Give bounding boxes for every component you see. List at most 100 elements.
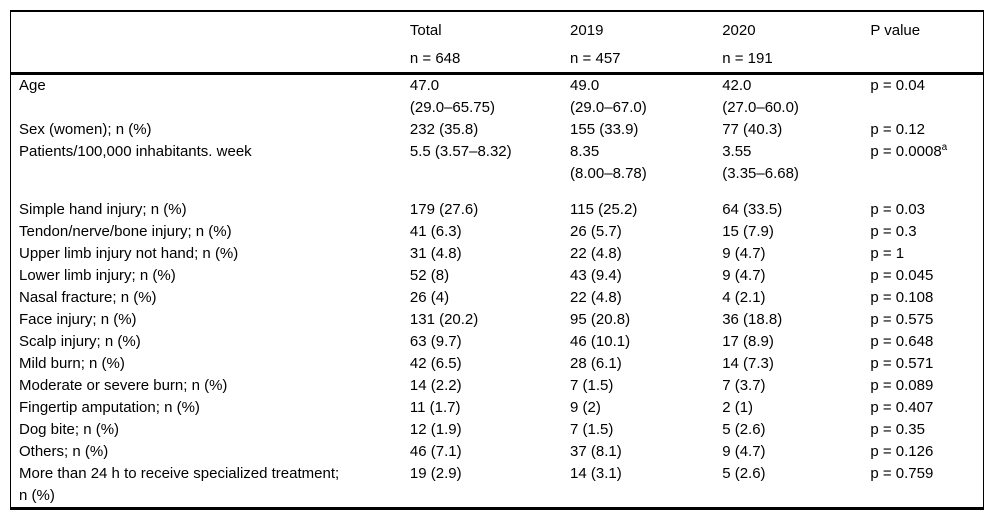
column-subheader-2019: n = 457 bbox=[570, 50, 621, 67]
cell-2019: 115 (25.2) bbox=[570, 201, 638, 218]
footnote-marker: a bbox=[941, 142, 948, 153]
table-row: Nasal fracture; n (%) 26 (4) 22 (4.8) 4 (2.… bbox=[11, 287, 984, 309]
total-cell: 63 (9.7) bbox=[409, 333, 462, 350]
p-value-cell: p = 0.648 bbox=[870, 333, 934, 350]
row-label: Lower limb injury; n (%) bbox=[19, 267, 176, 284]
total-cell: 19 (2.9) bbox=[409, 465, 462, 482]
cell-2020: 5 (2.6) bbox=[722, 465, 766, 482]
table-row: Others; n (%) 46 (7.1) 37 (8.1) 9 (4.7) p = … bbox=[11, 441, 984, 463]
cell-2019: 7 (1.5) bbox=[570, 421, 614, 438]
column-title-2020: 2020 bbox=[722, 22, 756, 39]
p-value-cell: p = 0.045 bbox=[870, 267, 934, 284]
column-title-2019: 2019 bbox=[570, 22, 604, 39]
row-label: Dog bite; n (%) bbox=[19, 421, 120, 438]
total-cell: 11 (1.7) bbox=[409, 399, 461, 416]
row-label: Tendon/nerve/bone injury; n (%) bbox=[19, 223, 232, 240]
row-label: Mild burn; n (%) bbox=[19, 355, 125, 372]
cell-2019: 28 (6.1) bbox=[570, 355, 622, 372]
total-cell: 232 (35.8) bbox=[409, 121, 479, 138]
table-row: Dog bite; n (%) 12 (1.9) 7 (1.5) 5 (2.6) p =… bbox=[11, 419, 984, 441]
total-cell: 31 (4.8) bbox=[409, 245, 462, 262]
row-label: Age bbox=[19, 77, 46, 94]
table-row: Tendon/nerve/bone injury; n (%) 41 (6.3) 2… bbox=[11, 221, 984, 243]
cell-2020: 2 (1) bbox=[722, 399, 754, 416]
cell-2020: 14 (7.3) bbox=[722, 355, 774, 372]
p-value-cell: p = 0.759 bbox=[870, 465, 934, 482]
table-row: Patients/100,000 inhabitants. week 5.5 (3… bbox=[11, 141, 984, 185]
row-label: Patients/100,000 inhabitants. week bbox=[19, 143, 252, 160]
p-value-cell: p = 0.126 bbox=[870, 443, 934, 460]
row-label: Scalp injury; n (%) bbox=[19, 333, 141, 350]
total-cell: 5.5 (3.57–8.32) bbox=[409, 143, 512, 160]
cell-2020: 77 (40.3) bbox=[722, 121, 783, 138]
cell-2019: 8.35 (8.00–8.78) bbox=[570, 143, 647, 182]
p-value-cell: p = 0.3 bbox=[870, 223, 917, 240]
row-label: Moderate or severe burn; n (%) bbox=[19, 377, 228, 394]
clinical-injury-table: Total n = 648 2019 n = 457 2020 n = 191 … bbox=[10, 10, 984, 510]
column-header-2020: 2020 n = 191 bbox=[714, 11, 862, 74]
cell-2020: 5 (2.6) bbox=[722, 421, 766, 438]
spacer-row bbox=[11, 185, 984, 199]
cell-2020: 15 (7.9) bbox=[722, 223, 774, 240]
spacer-cell bbox=[11, 185, 984, 199]
column-header-2019: 2019 n = 457 bbox=[562, 11, 714, 74]
total-cell: 46 (7.1) bbox=[409, 443, 462, 460]
p-value-cell: p = 0.03 bbox=[870, 201, 925, 218]
total-cell: 47.0 (29.0–65.75) bbox=[409, 77, 495, 116]
column-header-total: Total n = 648 bbox=[402, 11, 562, 74]
cell-2020: 9 (4.7) bbox=[722, 245, 766, 262]
cell-2019: 9 (2) bbox=[570, 399, 601, 416]
total-cell: 42 (6.5) bbox=[409, 355, 462, 372]
total-cell: 131 (20.2) bbox=[409, 311, 479, 328]
cell-2019: 46 (10.1) bbox=[570, 333, 631, 350]
cell-2020: 36 (18.8) bbox=[722, 311, 783, 328]
cell-2019: 43 (9.4) bbox=[570, 267, 622, 284]
row-label: Simple hand injury; n (%) bbox=[19, 201, 187, 218]
cell-2019: 22 (4.8) bbox=[570, 289, 622, 306]
cell-2020: 7 (3.7) bbox=[722, 377, 766, 394]
p-value-cell: p = 0.35 bbox=[870, 421, 925, 438]
table-row: Fingertip amputation; n (%) 11 (1.7) 9 (2)… bbox=[11, 397, 984, 419]
cell-2019: 22 (4.8) bbox=[570, 245, 622, 262]
column-header-pvalue: P value bbox=[862, 11, 983, 74]
p-value-cell: p = 1 bbox=[870, 245, 905, 262]
row-label: More than 24 h to receive specialized tr… bbox=[19, 465, 340, 504]
table-header: Total n = 648 2019 n = 457 2020 n = 191 … bbox=[10, 11, 984, 74]
p-value-cell: p = 0.407 bbox=[870, 399, 934, 416]
table-row: Lower limb injury; n (%) 52 (8) 43 (9.4) 9 … bbox=[11, 265, 984, 287]
cell-2019: 155 (33.9) bbox=[570, 121, 639, 138]
total-cell: 12 (1.9) bbox=[409, 421, 462, 438]
cell-2020: 4 (2.1) bbox=[722, 289, 766, 306]
row-label: Fingertip amputation; n (%) bbox=[19, 399, 200, 416]
table-row: Age 47.0 (29.0–65.75) 49.0 (29.0–67.0) 42.0… bbox=[11, 74, 984, 120]
table-row: Simple hand injury; n (%) 179 (27.6) 115 (… bbox=[11, 199, 984, 221]
row-label: Sex (women); n (%) bbox=[19, 121, 152, 138]
table-row: Upper limb injury not hand; n (%) 31 (4.8… bbox=[11, 243, 984, 265]
cell-2020: 17 (8.9) bbox=[722, 333, 774, 350]
p-value-cell: p = 0.575 bbox=[870, 311, 934, 328]
row-label: Face injury; n (%) bbox=[19, 311, 137, 328]
p-value-cell: p = 0.089 bbox=[870, 377, 934, 394]
p-value-cell: p = 0.571 bbox=[870, 355, 934, 372]
table-row: Mild burn; n (%) 42 (6.5) 28 (6.1) 14 (7.3)… bbox=[11, 353, 984, 375]
cell-2020: 64 (33.5) bbox=[722, 201, 783, 218]
column-subheader-2020: n = 191 bbox=[722, 50, 773, 67]
row-label: Others; n (%) bbox=[19, 443, 109, 460]
table-row: Moderate or severe burn; n (%) 14 (2.2) 7 … bbox=[11, 375, 984, 397]
cell-2020: 3.55 (3.35–6.68) bbox=[722, 143, 799, 182]
total-cell: 41 (6.3) bbox=[409, 223, 462, 240]
cell-2020: 9 (4.7) bbox=[722, 267, 766, 284]
p-value-cell: p = 0.12 bbox=[870, 121, 925, 138]
table-row: Scalp injury; n (%) 63 (9.7) 46 (10.1) 17 (… bbox=[11, 331, 984, 353]
row-label: Upper limb injury not hand; n (%) bbox=[19, 245, 239, 262]
column-subheader-total: n = 648 bbox=[409, 50, 461, 67]
table-row: More than 24 h to receive specialized tr… bbox=[11, 463, 984, 509]
total-cell: 26 (4) bbox=[409, 289, 450, 306]
cell-2019: 7 (1.5) bbox=[570, 377, 614, 394]
table-row: Sex (women); n (%) 232 (35.8) 155 (33.9) 77… bbox=[11, 119, 984, 141]
cell-2020: 42.0 (27.0–60.0) bbox=[722, 77, 799, 116]
cell-2019: 14 (3.1) bbox=[570, 465, 622, 482]
row-label: Nasal fracture; n (%) bbox=[19, 289, 157, 306]
header-empty-cell bbox=[11, 11, 402, 74]
